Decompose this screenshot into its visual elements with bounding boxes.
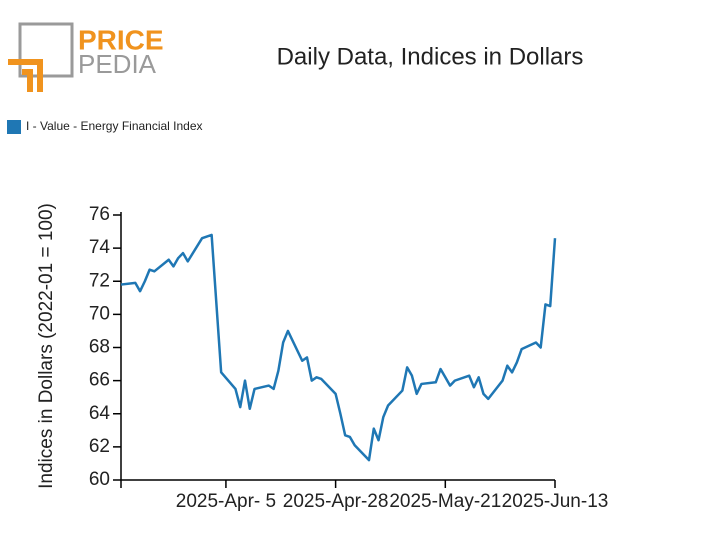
y-tick-label: 74 [89,237,111,258]
logo: PRICE PEDIA [8,22,164,92]
y-tick-label: 64 [89,403,111,424]
logo-mark [8,59,43,92]
chart-title: Daily Data, Indices in Dollars [277,43,584,70]
y-tick-label: 66 [89,370,110,391]
y-tick-label: 60 [89,469,110,490]
x-tick-label: 2025-Jun-13 [502,491,609,512]
y-axis-label: Indices in Dollars (2022-01 = 100) [36,203,57,489]
logo-text: PEDIA [78,49,157,79]
y-tick-label: 68 [89,337,110,358]
y-tick-label: 76 [89,204,110,225]
y-tick-label: 62 [89,436,110,457]
logo-text: PRICE [78,24,164,55]
logo-frame [18,22,74,78]
x-tick-label: 2025-Apr- 5 [176,491,276,512]
y-tick-label: 72 [89,270,110,291]
series-line [120,233,557,462]
x-tick-label: 2025-Apr-28 [283,491,389,512]
y-tick-label: 70 [89,303,110,324]
legend-label: I - Value - Energy Financial Index [26,119,203,133]
x-tick-label: 2025-May-21 [389,491,501,512]
legend-swatch [7,120,21,134]
